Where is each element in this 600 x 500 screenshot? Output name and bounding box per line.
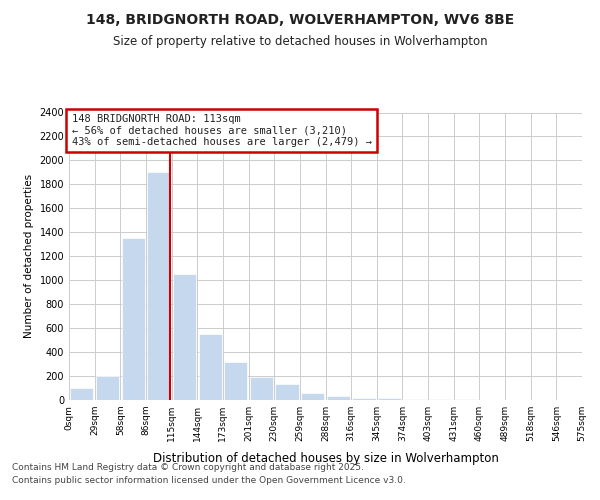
- Bar: [430, 399, 452, 400]
- Text: Size of property relative to detached houses in Wolverhampton: Size of property relative to detached ho…: [113, 35, 487, 48]
- Bar: [224, 362, 247, 400]
- Bar: [96, 376, 119, 400]
- Bar: [352, 398, 376, 400]
- Text: 148 BRIDGNORTH ROAD: 113sqm
← 56% of detached houses are smaller (3,210)
43% of : 148 BRIDGNORTH ROAD: 113sqm ← 56% of det…: [71, 114, 371, 147]
- Text: Contains public sector information licensed under the Open Government Licence v3: Contains public sector information licen…: [12, 476, 406, 485]
- Bar: [404, 398, 427, 400]
- Bar: [173, 274, 196, 400]
- Bar: [275, 384, 299, 400]
- Y-axis label: Number of detached properties: Number of detached properties: [24, 174, 34, 338]
- X-axis label: Distribution of detached houses by size in Wolverhampton: Distribution of detached houses by size …: [152, 452, 499, 466]
- Bar: [301, 393, 324, 400]
- Text: 148, BRIDGNORTH ROAD, WOLVERHAMPTON, WV6 8BE: 148, BRIDGNORTH ROAD, WOLVERHAMPTON, WV6…: [86, 12, 514, 26]
- Bar: [250, 377, 273, 400]
- Bar: [199, 334, 221, 400]
- Bar: [147, 172, 170, 400]
- Bar: [327, 396, 350, 400]
- Bar: [378, 398, 401, 400]
- Text: Contains HM Land Registry data © Crown copyright and database right 2025.: Contains HM Land Registry data © Crown c…: [12, 462, 364, 471]
- Bar: [70, 388, 94, 400]
- Bar: [122, 238, 145, 400]
